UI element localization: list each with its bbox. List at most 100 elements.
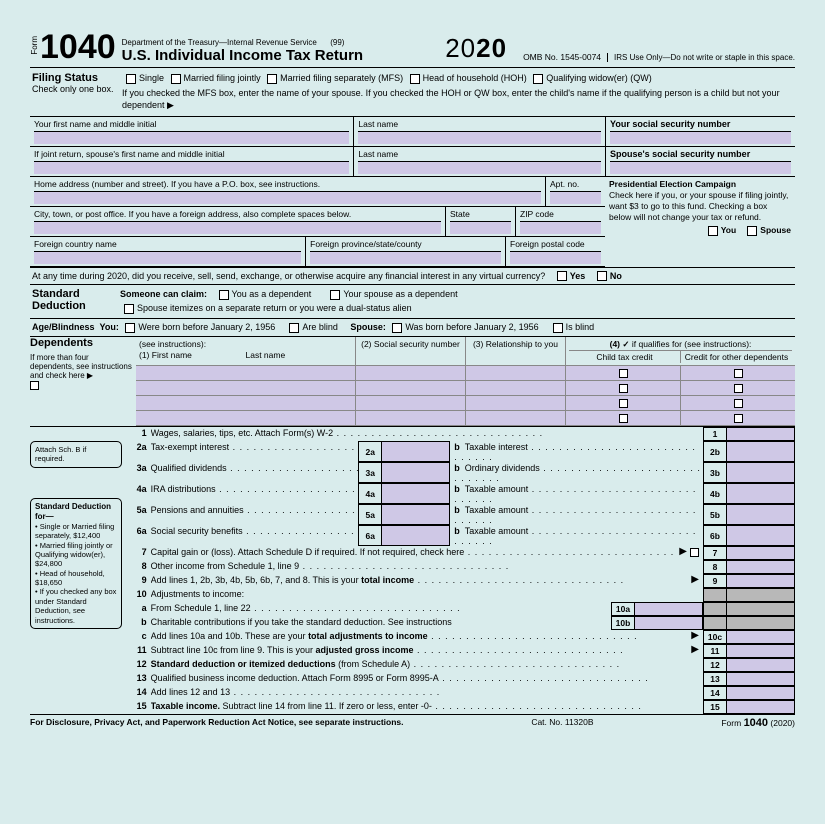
input-line-14[interactable] bbox=[727, 686, 795, 700]
address-block: Home address (number and street). If you… bbox=[30, 177, 795, 267]
input-line-10a[interactable] bbox=[635, 602, 703, 616]
input-address[interactable] bbox=[34, 191, 541, 204]
input-line-5b[interactable] bbox=[727, 504, 795, 525]
checkbox-line-7[interactable] bbox=[690, 548, 699, 557]
input-apt[interactable] bbox=[550, 191, 601, 204]
input-line-6b[interactable] bbox=[727, 525, 795, 546]
form-number-block: Form 1040 bbox=[30, 30, 116, 64]
input-first-name[interactable] bbox=[34, 131, 349, 144]
name-row-1: Your first name and middle initial Last … bbox=[30, 117, 795, 147]
age-blindness-row: Age/Blindness You: Were born before Janu… bbox=[30, 319, 795, 337]
label-address: Home address (number and street). If you… bbox=[34, 179, 320, 189]
input-spouse-ssn[interactable] bbox=[610, 161, 791, 174]
checkbox-spouse-itemizes[interactable] bbox=[124, 304, 134, 314]
checkbox-you-born[interactable] bbox=[125, 323, 135, 333]
input-line-4a[interactable] bbox=[382, 483, 450, 504]
input-line-10c[interactable] bbox=[727, 630, 795, 644]
irs-use-only: IRS Use Only—Do not write or staple in t… bbox=[607, 53, 795, 62]
input-foreign-postal[interactable] bbox=[510, 251, 601, 264]
omb-number: OMB No. 1545-0074 bbox=[523, 52, 601, 62]
checkbox-other-dep[interactable] bbox=[734, 414, 743, 423]
input-line-4b[interactable] bbox=[727, 483, 795, 504]
checkbox-single[interactable] bbox=[126, 74, 136, 84]
checkbox-mfs[interactable] bbox=[267, 74, 277, 84]
input-line-6a[interactable] bbox=[382, 525, 450, 546]
dependent-row[interactable] bbox=[136, 381, 795, 396]
input-foreign-province[interactable] bbox=[310, 251, 501, 264]
input-line-3a[interactable] bbox=[382, 462, 450, 483]
checkbox-more-dependents[interactable] bbox=[30, 381, 39, 390]
grey-line-10 bbox=[727, 588, 795, 602]
checkbox-other-dep[interactable] bbox=[734, 399, 743, 408]
checkbox-virt-no[interactable] bbox=[597, 271, 607, 281]
dependent-row[interactable] bbox=[136, 366, 795, 381]
input-ssn[interactable] bbox=[610, 131, 791, 144]
income-section: Attach Sch. B if required. Standard Dedu… bbox=[30, 426, 795, 715]
input-foreign-country[interactable] bbox=[34, 251, 301, 264]
input-line-2b[interactable] bbox=[727, 441, 795, 462]
input-state[interactable] bbox=[450, 221, 511, 234]
filing-status-sub: Check only one box. bbox=[32, 84, 122, 94]
checkbox-spouse-dependent[interactable] bbox=[330, 290, 340, 300]
footer-cat: Cat. No. 11320B bbox=[531, 717, 593, 729]
dependent-row[interactable] bbox=[136, 411, 795, 426]
input-line-9[interactable] bbox=[727, 574, 795, 588]
checkbox-spouse-born[interactable] bbox=[392, 323, 402, 333]
dependents-header: (see instructions): (1) First nameLast n… bbox=[136, 337, 795, 366]
input-last-name[interactable] bbox=[358, 131, 601, 144]
label-ssn: Your social security number bbox=[610, 119, 730, 129]
input-line-1[interactable] bbox=[727, 427, 795, 441]
form-1040: Form 1040 Department of the Treasury—Int… bbox=[30, 30, 795, 729]
label-foreign-country: Foreign country name bbox=[34, 239, 117, 249]
input-line-13[interactable] bbox=[727, 672, 795, 686]
input-line-7[interactable] bbox=[727, 546, 795, 560]
input-line-3b[interactable] bbox=[727, 462, 795, 483]
pec-box: Presidential Election Campaign Check her… bbox=[605, 177, 795, 267]
checkbox-other-dep[interactable] bbox=[734, 384, 743, 393]
input-zip[interactable] bbox=[520, 221, 601, 234]
checkbox-mfj[interactable] bbox=[171, 74, 181, 84]
tax-year: 2020 bbox=[445, 33, 507, 64]
checkbox-you-dependent[interactable] bbox=[219, 290, 229, 300]
checkbox-virt-yes[interactable] bbox=[557, 271, 567, 281]
checkbox-pec-spouse[interactable] bbox=[747, 226, 757, 236]
checkbox-ctc[interactable] bbox=[619, 399, 628, 408]
dependents-left-note: If more than four dependents, see instru… bbox=[30, 353, 133, 381]
checkbox-hoh[interactable] bbox=[410, 74, 420, 84]
std-deduction-note: Standard Deduction for— • Single or Marr… bbox=[30, 498, 122, 629]
label-last-name: Last name bbox=[358, 119, 398, 129]
dependent-row[interactable] bbox=[136, 396, 795, 411]
form-header: Form 1040 Department of the Treasury—Int… bbox=[30, 30, 795, 68]
checkbox-ctc[interactable] bbox=[619, 369, 628, 378]
input-spouse-first[interactable] bbox=[34, 161, 349, 174]
label-spouse-last: Last name bbox=[358, 149, 398, 159]
checkbox-other-dep[interactable] bbox=[734, 369, 743, 378]
checkbox-ctc[interactable] bbox=[619, 414, 628, 423]
label-spouse-ssn: Spouse's social security number bbox=[610, 149, 750, 159]
department: Department of the Treasury—Internal Reve… bbox=[122, 38, 317, 47]
checkbox-ctc[interactable] bbox=[619, 384, 628, 393]
label-foreign-province: Foreign province/state/county bbox=[310, 239, 422, 249]
form-footer: For Disclosure, Privacy Act, and Paperwo… bbox=[30, 715, 795, 729]
input-city[interactable] bbox=[34, 221, 441, 234]
input-line-10b[interactable] bbox=[635, 616, 703, 630]
input-line-15[interactable] bbox=[727, 700, 795, 714]
input-line-8[interactable] bbox=[727, 560, 795, 574]
form-title: U.S. Individual Income Tax Return bbox=[122, 47, 436, 64]
checkbox-pec-you[interactable] bbox=[708, 226, 718, 236]
input-line-12[interactable] bbox=[727, 658, 795, 672]
input-line-5a[interactable] bbox=[382, 504, 450, 525]
input-spouse-last[interactable] bbox=[358, 161, 601, 174]
checkbox-you-blind[interactable] bbox=[289, 323, 299, 333]
checkbox-spouse-blind[interactable] bbox=[553, 323, 563, 333]
filing-note: If you checked the MFS box, enter the na… bbox=[122, 87, 793, 112]
label-state: State bbox=[450, 209, 470, 219]
footer-disclosure: For Disclosure, Privacy Act, and Paperwo… bbox=[30, 717, 404, 729]
pec-body: Check here if you, or your spouse if fil… bbox=[609, 190, 791, 223]
virtual-currency-row: At any time during 2020, did you receive… bbox=[30, 268, 795, 286]
input-line-2a[interactable] bbox=[382, 441, 450, 462]
checkbox-qw[interactable] bbox=[533, 74, 543, 84]
input-line-11[interactable] bbox=[727, 644, 795, 658]
dependents-section: Dependents If more than four dependents,… bbox=[30, 337, 795, 426]
label-city: City, town, or post office. If you have … bbox=[34, 209, 351, 219]
